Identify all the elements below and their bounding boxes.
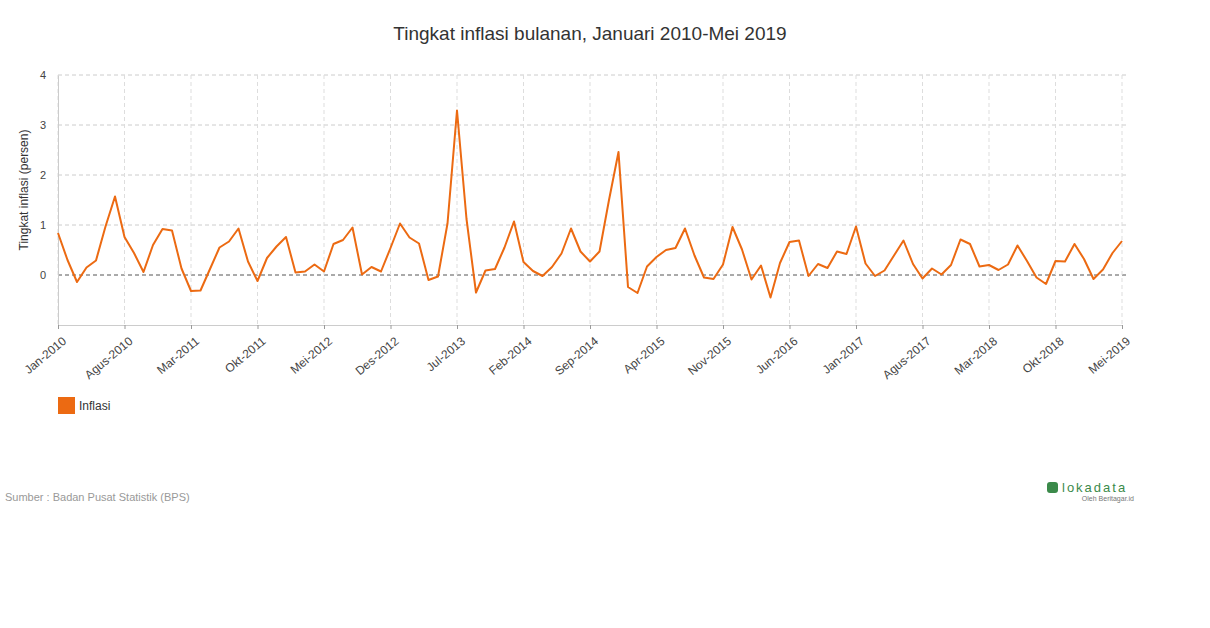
x-tick-mark <box>1056 325 1057 329</box>
x-grid-line <box>723 75 724 325</box>
x-grid-line <box>590 75 591 325</box>
x-tick-label: Okt-2018 <box>1020 334 1067 377</box>
y-tick-label: 1 <box>40 219 46 231</box>
y-tick-label: 4 <box>40 69 46 81</box>
x-grid-line <box>656 75 657 325</box>
x-tick-label: Nov-2015 <box>685 334 734 378</box>
x-grid-line <box>324 75 325 325</box>
x-tick-mark <box>524 325 525 329</box>
x-tick: Des-2012 <box>353 325 402 378</box>
x-tick-label: Okt-2011 <box>222 334 268 376</box>
x-grid-line <box>58 75 59 325</box>
x-grid-line <box>191 75 192 325</box>
y-tick-label: 2 <box>40 169 46 181</box>
x-tick-label: Mar-2011 <box>154 334 202 377</box>
x-tick: Okt-2018 <box>1020 325 1067 376</box>
x-tick-label: Agus-2017 <box>880 334 934 382</box>
x-tick-label: Jan-2010 <box>22 334 70 377</box>
x-grid-line <box>1122 75 1123 325</box>
x-tick-mark <box>590 325 591 329</box>
x-tick: Mar-2011 <box>154 325 202 377</box>
x-tick-label: Jan-2017 <box>820 334 868 377</box>
x-tick-mark <box>790 325 791 329</box>
source: Sumber : Badan Pusat Statistik (BPS) <box>5 491 190 503</box>
title: Tingkat inflasi bulanan, Januari 2010-Me… <box>393 23 786 44</box>
y-tick: 4 <box>40 69 58 81</box>
x-tick-mark <box>58 325 59 329</box>
x-tick-mark <box>391 325 392 329</box>
x-tick: Nov-2015 <box>685 325 734 378</box>
line <box>58 111 1122 298</box>
x-tick-mark <box>1122 325 1123 329</box>
x-grid-line <box>989 75 990 325</box>
chart: Tingkat inflasi bulanan, Januari 2010-Me… <box>0 0 1210 628</box>
x-tick: Agus-2010 <box>82 325 136 382</box>
x-grid-line <box>1055 75 1056 325</box>
x-tick-mark <box>657 325 658 329</box>
x-tick-label: Jun-2016 <box>753 334 801 377</box>
y-tick: 0 <box>40 269 58 281</box>
x-axis-line <box>59 326 1123 330</box>
x-tick: Mei-2012 <box>288 325 336 377</box>
plot-area <box>58 111 1122 298</box>
x-tick: Feb-2014 <box>486 325 535 378</box>
y-grid-line <box>58 125 1126 126</box>
x-tick-mark <box>258 325 259 329</box>
x-tick-mark <box>191 325 192 329</box>
x-tick: Mar-2018 <box>952 325 1001 378</box>
x-tick-label: Mei-2012 <box>288 334 336 377</box>
x-tick-label: Mei-2019 <box>1086 334 1134 377</box>
y-grid-line <box>58 75 1126 76</box>
x-tick: Mei-2019 <box>1086 325 1134 377</box>
y-tick: 3 <box>40 119 58 131</box>
x-grid-line <box>124 75 125 325</box>
x-tick-label: Apr-2015 <box>621 334 668 377</box>
x-grid-line <box>257 75 258 325</box>
x-tick-label: Des-2012 <box>353 334 402 378</box>
y-axis: 0 1 2 3 4 <box>40 69 59 325</box>
x-tick: Jan-2017 <box>820 325 868 377</box>
x-tick: Jun-2016 <box>753 325 801 377</box>
x-tick-mark <box>989 325 990 329</box>
x-tick-mark <box>324 325 325 329</box>
y-tick-label: 0 <box>40 269 46 281</box>
logo-icon <box>1047 482 1058 493</box>
x-tick-mark <box>923 325 924 329</box>
y-grid-line <box>58 225 1126 226</box>
y-grid-line <box>58 175 1126 176</box>
x-tick: Okt-2011 <box>222 325 268 376</box>
legend-swatch <box>58 397 75 414</box>
y-grid-line <box>58 275 1126 276</box>
x-grid-line <box>390 75 391 325</box>
x-tick: Agus-2017 <box>880 325 934 382</box>
x-grid-line <box>856 75 857 325</box>
y-axis-line <box>58 76 59 326</box>
x-tick: Jan-2010 <box>22 325 70 377</box>
x-tick-mark <box>457 325 458 329</box>
y-tick: 2 <box>40 169 58 181</box>
x-grid-line <box>922 75 923 325</box>
legend-label: Inflasi <box>79 399 110 413</box>
x-tick-label: Mar-2018 <box>952 334 1001 378</box>
x-tick-mark <box>125 325 126 329</box>
grid <box>58 75 1126 325</box>
x-tick: Apr-2015 <box>621 325 668 376</box>
x-tick: Jul-2013 <box>424 325 469 374</box>
x-axis: Jan-2010 Agus-2010 Mar-2011 Okt-2011 Mei-201… <box>22 325 1134 382</box>
y-tick-label: 3 <box>40 119 46 131</box>
x-tick-mark <box>856 325 857 329</box>
x-grid-line <box>523 75 524 325</box>
x-tick-mark <box>723 325 724 329</box>
legend: Inflasi <box>58 397 110 414</box>
x-tick-label: Sep-2014 <box>552 334 601 378</box>
logo: lokadata <box>1062 480 1127 495</box>
y-axis-title: Tingkat inflasi (persen) <box>17 130 31 251</box>
x-tick-label: Feb-2014 <box>486 334 535 378</box>
x-tick-label: Agus-2010 <box>82 334 136 382</box>
x-grid-line <box>789 75 790 325</box>
x-tick: Sep-2014 <box>552 325 601 378</box>
logo-subtitle: Oleh Beritagar.id <box>1082 495 1134 503</box>
y-tick: 1 <box>40 219 58 231</box>
x-tick-label: Jul-2013 <box>424 334 469 375</box>
